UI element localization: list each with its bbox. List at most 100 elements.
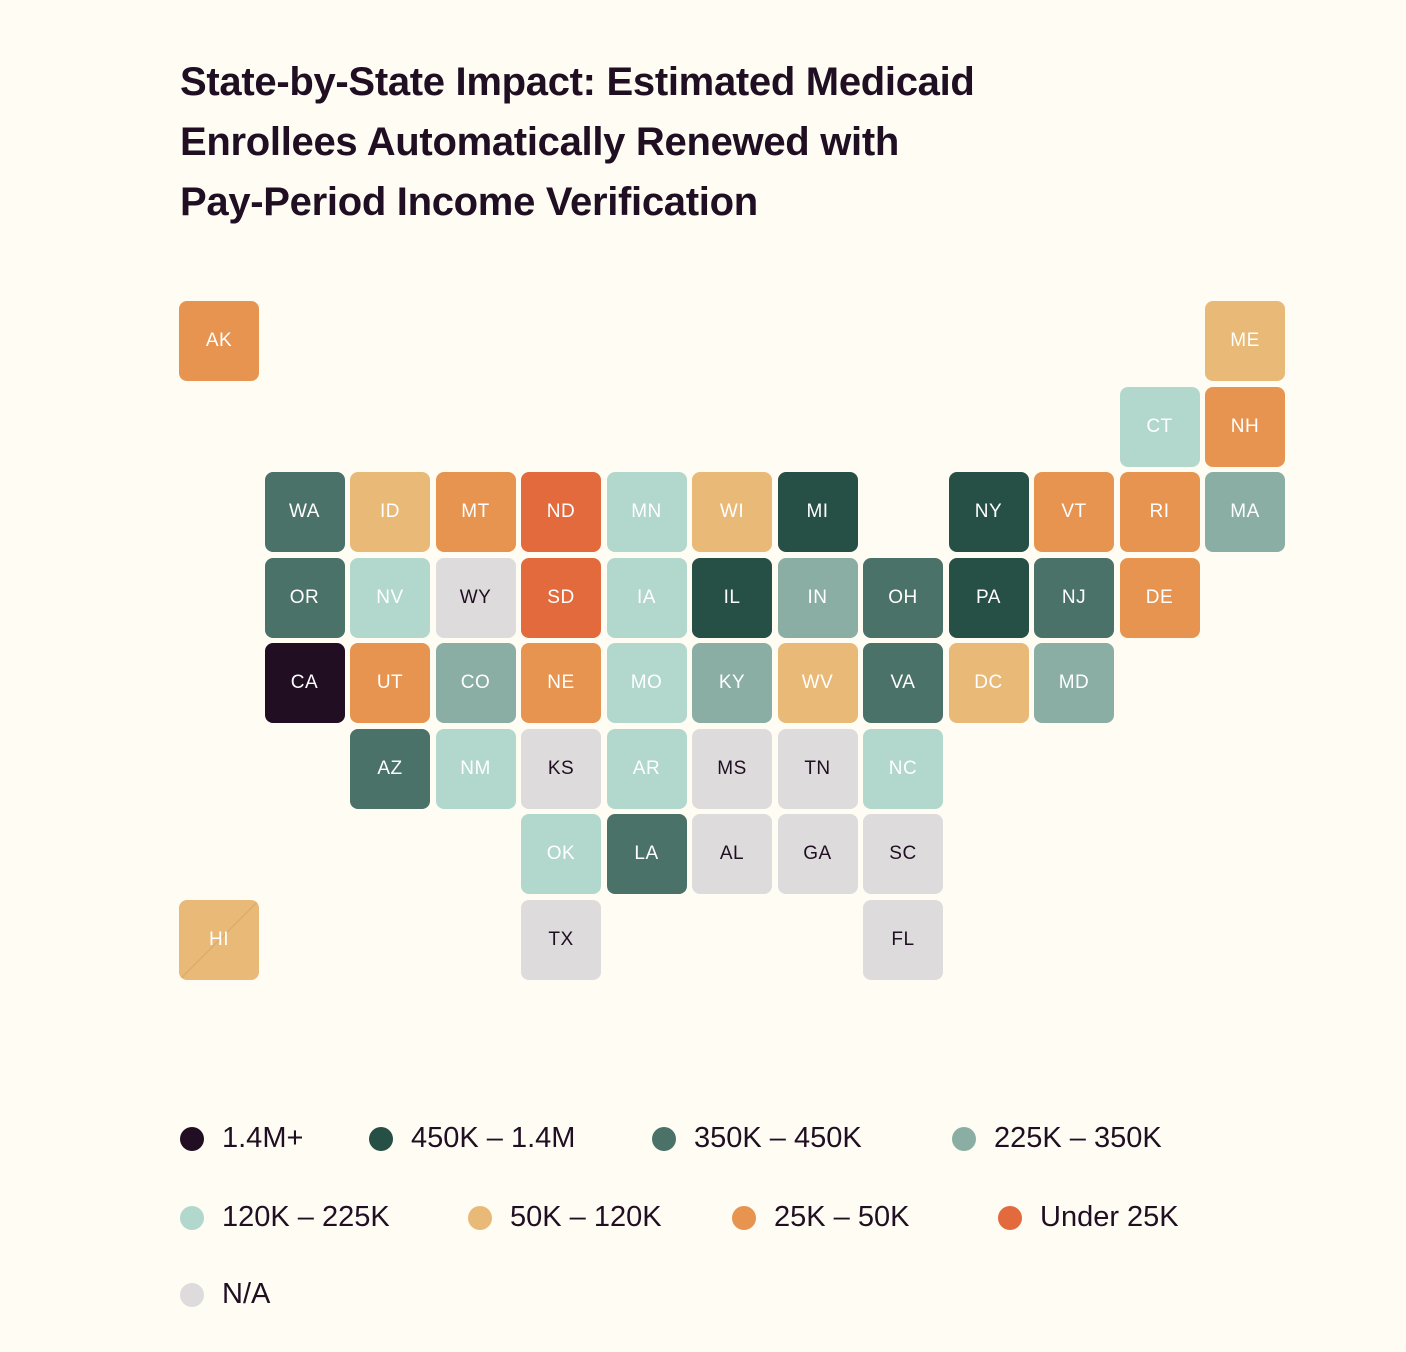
- state-label: MO: [630, 672, 663, 693]
- state-label: FL: [891, 928, 915, 950]
- state-label: WV: [801, 672, 834, 693]
- legend-label: N/A: [222, 1278, 271, 1310]
- state-tile-me[interactable]: ME: [1205, 301, 1285, 381]
- state-tile-ar[interactable]: AR: [606, 728, 687, 809]
- state-tile-la[interactable]: LA: [606, 814, 687, 894]
- state-tile-fl[interactable]: FL: [863, 899, 943, 980]
- state-tile-tx[interactable]: TX: [521, 899, 601, 980]
- state-tile-ky[interactable]: KY: [692, 643, 772, 723]
- state-tile-mo[interactable]: MO: [606, 643, 687, 723]
- state-tile-ne[interactable]: NE: [521, 643, 601, 723]
- state-tile-nh[interactable]: NH: [1205, 386, 1285, 467]
- state-tile-mn[interactable]: MN: [606, 472, 687, 552]
- legend-item: 50K – 120K: [468, 1201, 662, 1234]
- state-tile-nv[interactable]: NV: [350, 557, 430, 638]
- state-tile-wy[interactable]: WY: [435, 557, 516, 638]
- state-tile-vt[interactable]: VT: [1034, 472, 1114, 552]
- state-label: LA: [634, 843, 659, 864]
- state-tile-co[interactable]: CO: [435, 643, 516, 723]
- state-label: VT: [1061, 501, 1087, 522]
- legend-item: 450K – 1.4M: [369, 1122, 575, 1155]
- state-tile-ok[interactable]: OK: [521, 814, 601, 894]
- legend-label: 25K – 50K: [774, 1201, 910, 1233]
- state-tile-id[interactable]: ID: [350, 472, 430, 552]
- state-tile-tn[interactable]: TN: [777, 728, 858, 809]
- state-label: TN: [804, 757, 831, 779]
- legend-label: Under 25K: [1040, 1201, 1179, 1233]
- state-label: WA: [289, 501, 320, 522]
- state-label: WY: [459, 586, 492, 608]
- state-label: NM: [460, 757, 491, 779]
- legend-item: 225K – 350K: [952, 1122, 1162, 1155]
- legend-item: Under 25K: [998, 1201, 1179, 1234]
- state-tile-hi[interactable]: HI: [179, 899, 259, 980]
- state-label: DC: [974, 672, 1003, 693]
- state-tile-de[interactable]: DE: [1119, 557, 1200, 638]
- state-tile-ga[interactable]: GA: [777, 814, 858, 894]
- state-tile-oh[interactable]: OH: [863, 557, 943, 638]
- legend-item: 1.4M+: [180, 1122, 303, 1155]
- state-label: SD: [547, 586, 575, 608]
- state-tile-ca[interactable]: CA: [264, 643, 345, 723]
- state-label: IL: [723, 586, 741, 608]
- state-tile-al[interactable]: AL: [692, 814, 772, 894]
- legend-item: 25K – 50K: [732, 1201, 909, 1234]
- state-tile-ny[interactable]: NY: [948, 472, 1029, 552]
- legend-swatch-icon: [952, 1126, 976, 1151]
- state-tile-md[interactable]: MD: [1034, 643, 1114, 723]
- state-tile-ut[interactable]: UT: [350, 643, 430, 723]
- state-tile-nd[interactable]: ND: [521, 472, 601, 552]
- state-tile-nc[interactable]: NC: [863, 728, 943, 809]
- state-label: ID: [380, 501, 400, 522]
- state-label: AR: [632, 757, 661, 779]
- state-label: MT: [461, 501, 490, 522]
- state-tile-va[interactable]: VA: [863, 643, 943, 723]
- state-tile-pa[interactable]: PA: [948, 557, 1029, 638]
- state-tile-wv[interactable]: WV: [777, 643, 858, 723]
- legend-swatch-icon: [468, 1205, 492, 1230]
- state-label: NJ: [1061, 586, 1087, 608]
- state-tile-mt[interactable]: MT: [435, 472, 516, 552]
- state-tile-wi[interactable]: WI: [692, 472, 772, 552]
- state-tile-wa[interactable]: WA: [264, 472, 345, 552]
- legend-swatch-icon: [369, 1126, 393, 1151]
- state-tile-ct[interactable]: CT: [1119, 386, 1200, 467]
- state-label: IN: [807, 586, 828, 608]
- state-tile-sc[interactable]: SC: [863, 814, 943, 894]
- tile-grid-map: AK ME CT NH WA ID MT ND MN WI MI NY VT RI MA OR NV WY SD IA…: [179, 301, 1285, 980]
- state-tile-nm[interactable]: NM: [435, 728, 516, 809]
- state-label: GA: [803, 843, 832, 864]
- legend-label: 1.4M+: [222, 1122, 304, 1154]
- state-tile-dc[interactable]: DC: [948, 643, 1029, 723]
- state-label: ND: [546, 501, 576, 522]
- state-tile-ks[interactable]: KS: [521, 728, 601, 809]
- state-tile-il[interactable]: IL: [692, 557, 772, 638]
- legend-label: 120K – 225K: [222, 1201, 390, 1233]
- state-tile-ak[interactable]: AK: [179, 301, 259, 381]
- legend-label: 350K – 450K: [694, 1122, 862, 1154]
- legend-swatch-icon: [180, 1126, 204, 1151]
- state-label: PA: [976, 586, 1001, 608]
- state-tile-or[interactable]: OR: [264, 557, 345, 638]
- title-line: State-by-State Impact: Estimated Medicai…: [180, 60, 975, 104]
- state-tile-ri[interactable]: RI: [1119, 472, 1200, 552]
- state-tile-ma[interactable]: MA: [1205, 472, 1285, 552]
- legend-label: 50K – 120K: [510, 1201, 662, 1233]
- legend-label: 450K – 1.4M: [411, 1122, 576, 1154]
- state-tile-az[interactable]: AZ: [350, 728, 430, 809]
- legend-swatch-icon: [180, 1205, 204, 1230]
- legend-item: N/A: [180, 1278, 270, 1311]
- state-label: OH: [888, 586, 918, 608]
- state-tile-sd[interactable]: SD: [521, 557, 601, 638]
- state-label: NC: [888, 757, 918, 779]
- legend-label: 225K – 350K: [994, 1122, 1162, 1154]
- state-tile-mi[interactable]: MI: [777, 472, 858, 552]
- state-tile-ia[interactable]: IA: [606, 557, 687, 638]
- state-label: NH: [1230, 415, 1260, 437]
- state-tile-nj[interactable]: NJ: [1034, 557, 1114, 638]
- state-label: TX: [548, 928, 574, 950]
- legend-swatch-icon: [732, 1205, 756, 1230]
- state-tile-in[interactable]: IN: [777, 557, 858, 638]
- state-tile-ms[interactable]: MS: [692, 728, 772, 809]
- state-label: NE: [547, 672, 575, 693]
